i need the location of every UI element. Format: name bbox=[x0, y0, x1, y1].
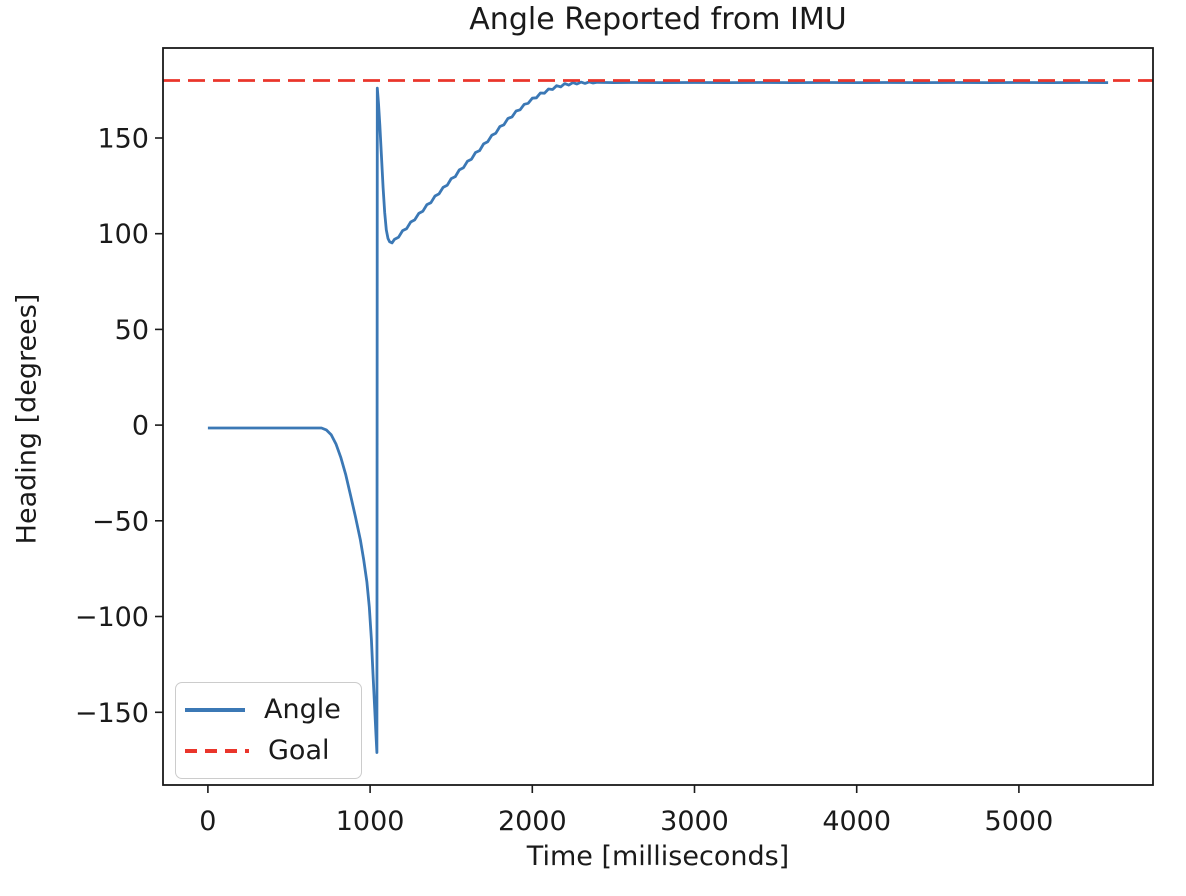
y-tick-label: 50 bbox=[115, 315, 149, 346]
legend-item-angle: Angle bbox=[185, 696, 341, 724]
series-angle-line bbox=[207, 80, 1109, 754]
x-tick-label: 1000 bbox=[336, 806, 405, 837]
y-tick-label: 0 bbox=[132, 411, 149, 442]
legend: Angle Goal bbox=[175, 682, 362, 779]
axes-frame bbox=[162, 47, 1154, 786]
y-axis-label: Heading [degrees] bbox=[11, 293, 43, 545]
y-tick-label: −50 bbox=[92, 506, 149, 537]
y-tick-label: 100 bbox=[97, 219, 149, 250]
legend-label-goal: Goal bbox=[268, 735, 330, 766]
angle-line-swatch bbox=[185, 708, 245, 712]
y-tick-label: −100 bbox=[75, 602, 149, 633]
x-tick-label: 3000 bbox=[660, 806, 729, 837]
x-tick-label: 0 bbox=[199, 806, 216, 837]
y-tick-label: 150 bbox=[97, 124, 149, 155]
x-tick-label: 5000 bbox=[985, 806, 1054, 837]
y-tick-label: −150 bbox=[75, 698, 149, 729]
legend-item-goal: Goal bbox=[185, 737, 341, 765]
chart-title: Angle Reported from IMU bbox=[469, 2, 847, 37]
legend-label-angle: Angle bbox=[264, 694, 341, 725]
x-axis-label: Time [milliseconds] bbox=[526, 841, 790, 872]
x-tick-label: 2000 bbox=[498, 806, 567, 837]
goal-line-swatch bbox=[185, 749, 249, 753]
x-tick-label: 4000 bbox=[822, 806, 891, 837]
